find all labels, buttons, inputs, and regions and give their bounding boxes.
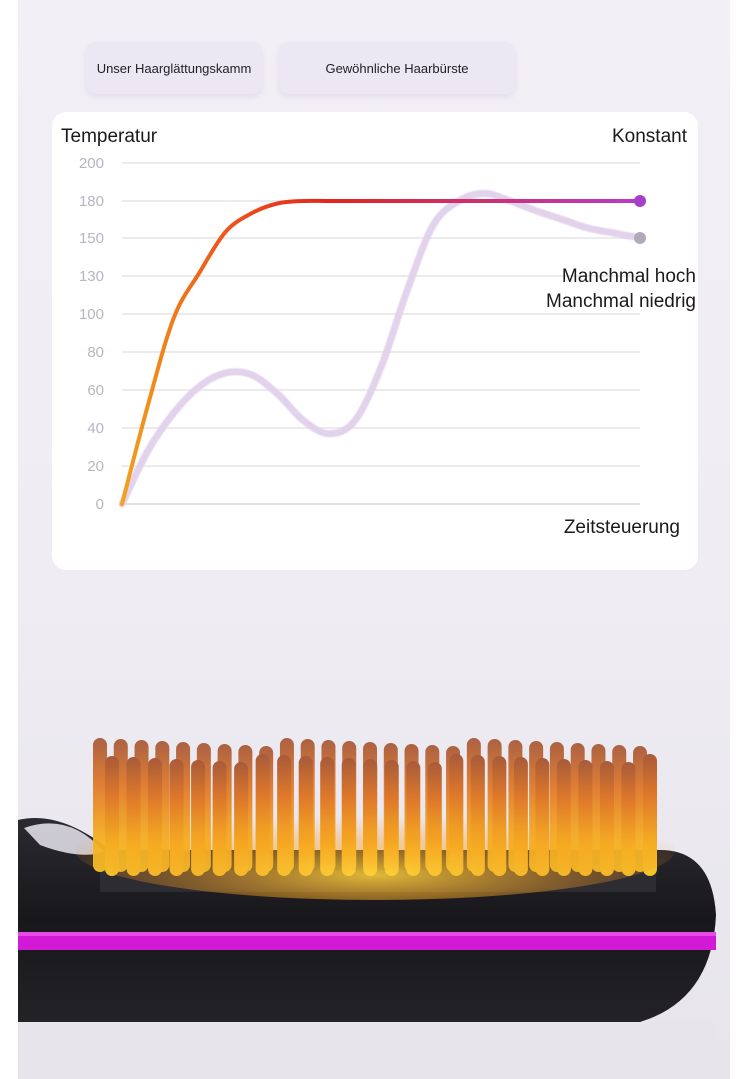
series-end-point-normal [634, 232, 646, 244]
y-tick-label: 0 [96, 496, 104, 513]
y-tick-label: 180 [79, 193, 104, 210]
y-axis-title: Temperatur [61, 126, 158, 147]
y-tick-label: 100 [79, 306, 104, 323]
legend-button-ours[interactable]: Unser Haarglättungskamm [86, 42, 262, 94]
right-margin [730, 0, 750, 1079]
constant-label: Konstant [612, 126, 687, 147]
fluctuation-label-line2: Manchmal niedrig [546, 291, 696, 312]
x-axis-title: Zeitsteuerung [563, 517, 680, 538]
y-tick-label: 20 [87, 458, 104, 475]
y-tick-label: 130 [79, 268, 104, 285]
y-tick-label: 40 [87, 420, 104, 437]
series-line-normal [118, 189, 644, 508]
y-tick-label: 80 [87, 344, 104, 361]
y-tick-label: 60 [87, 382, 104, 399]
left-margin [0, 0, 18, 1079]
y-tick-label: 200 [79, 155, 104, 172]
y-tick-label: 150 [79, 230, 104, 247]
legend-button-normal[interactable]: Gewöhnliche Haarbürste [279, 42, 515, 94]
fluctuation-label: Manchmal hoch Manchmal niedrig [546, 264, 696, 314]
hair-straightener-comb-image [18, 738, 716, 1079]
series-line-ours [120, 198, 642, 506]
chart-card: 0 20 40 60 80 100 130 150 180 200 Temperatur Kons… [52, 112, 698, 570]
fluctuation-label-line1: Manchmal hoch [561, 266, 696, 287]
temperature-chart: 0 20 40 60 80 100 130 150 180 200 [79, 155, 646, 513]
series-end-point-ours [634, 195, 646, 207]
